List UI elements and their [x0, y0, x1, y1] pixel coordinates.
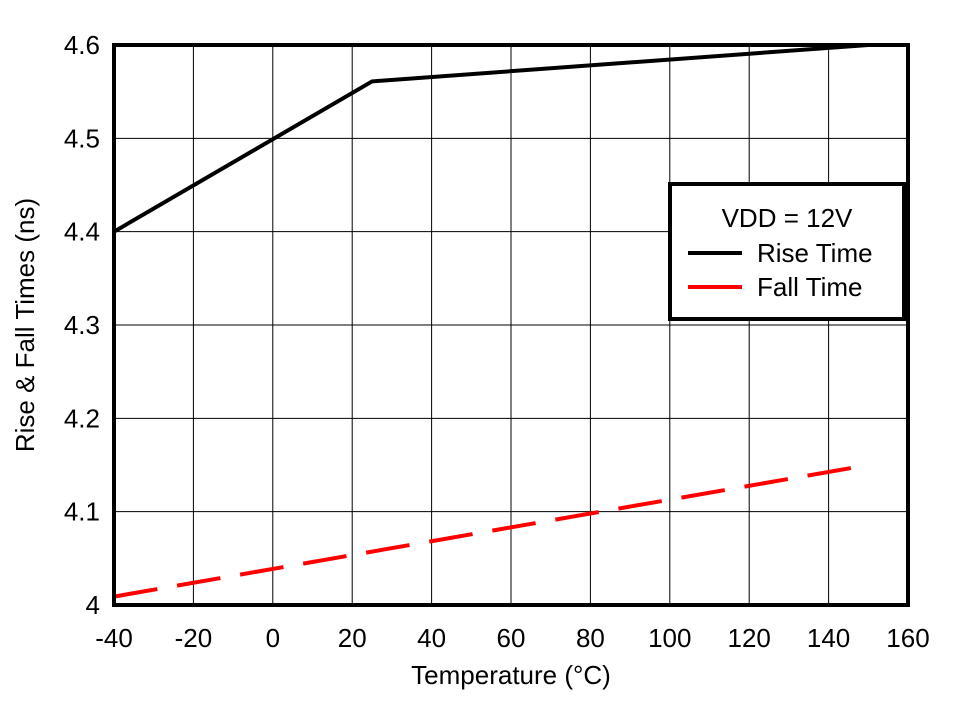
- series-line-fall-time: [113, 463, 869, 599]
- x-tick-label: 20: [338, 623, 367, 653]
- series-layer: [112, 43, 869, 599]
- x-tick-label: 120: [728, 623, 771, 653]
- plot-frame: [112, 43, 910, 607]
- y-tick-label: 4.3: [64, 310, 100, 340]
- series-line-rise-time: [112, 43, 869, 234]
- x-tick-label: -20: [175, 623, 213, 653]
- x-tick-label: 0: [266, 623, 280, 653]
- x-tick-labels: -40 -20 0 20 40 60 80 100 120 140 160: [95, 623, 929, 653]
- y-tick-label: 4.6: [64, 30, 100, 60]
- y-tick-labels: 4 4.1 4.2 4.3 4.4 4.5 4.6: [64, 30, 100, 620]
- x-tick-label: 40: [417, 623, 446, 653]
- x-tick-label: 80: [576, 623, 605, 653]
- y-tick-label: 4.1: [64, 497, 100, 527]
- legend-label-rise: Rise Time: [757, 238, 873, 268]
- legend-title: VDD = 12V: [722, 203, 853, 233]
- x-tick-label: 160: [886, 623, 929, 653]
- y-tick-label: 4: [86, 590, 100, 620]
- x-tick-label: -40: [95, 623, 133, 653]
- grid: [113, 44, 909, 606]
- x-tick-label: 140: [807, 623, 850, 653]
- y-tick-label: 4.5: [64, 123, 100, 153]
- x-tick-label: 60: [497, 623, 526, 653]
- legend-label-fall: Fall Time: [757, 272, 862, 302]
- x-tick-label: 100: [648, 623, 691, 653]
- x-axis-label: Temperature (°C): [411, 660, 611, 690]
- y-axis-label: Rise & Fall Times (ns): [10, 198, 40, 452]
- y-tick-label: 4.2: [64, 403, 100, 433]
- y-tick-label: 4.4: [64, 217, 100, 247]
- legend: VDD = 12V Rise Time Fall Time: [668, 182, 906, 321]
